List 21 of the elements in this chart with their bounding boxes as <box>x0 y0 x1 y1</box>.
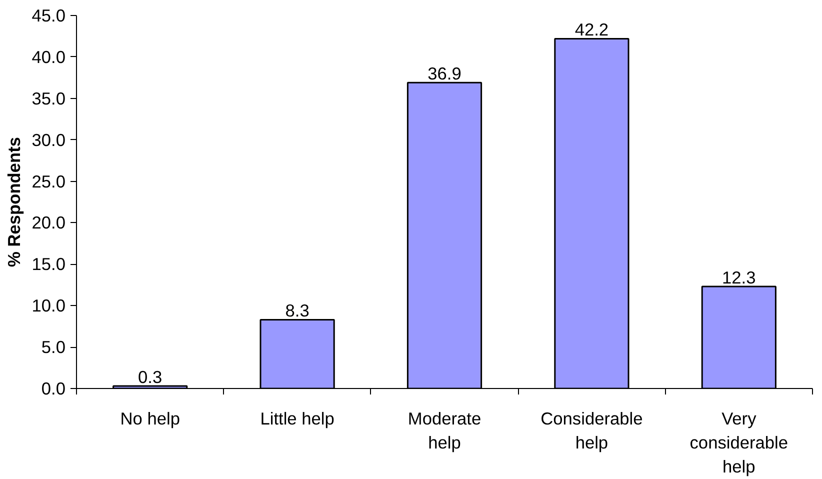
y-tick-label: 35.0 <box>32 88 66 108</box>
y-tick-label: 30.0 <box>32 130 66 150</box>
x-tick-label: Considerable help <box>540 408 643 452</box>
y-tick-label: 5.0 <box>41 337 66 358</box>
y-tick-label: 15.0 <box>32 254 66 274</box>
x-tick-label: Little help <box>260 408 334 428</box>
y-axis-title: % Respondents <box>4 137 24 267</box>
data-label: 12.3 <box>722 268 756 288</box>
y-tick-label: 0.0 <box>41 378 66 398</box>
x-tick-label: Very considerable help <box>690 408 788 476</box>
y-tick-label: 25.0 <box>32 171 66 192</box>
data-label: 42.2 <box>574 20 609 40</box>
x-tick-label: No help <box>120 408 180 428</box>
y-tick-label: 20.0 <box>32 212 66 233</box>
y-tick-label: 45.0 <box>32 6 66 26</box>
data-label: 8.3 <box>285 300 310 321</box>
x-tick-label: Moderate help <box>408 408 482 452</box>
y-tick-label: 10.0 <box>32 296 66 316</box>
y-tick-label: 40.0 <box>32 46 66 67</box>
data-label: 36.9 <box>428 64 462 84</box>
data-label: 0.3 <box>138 367 162 388</box>
